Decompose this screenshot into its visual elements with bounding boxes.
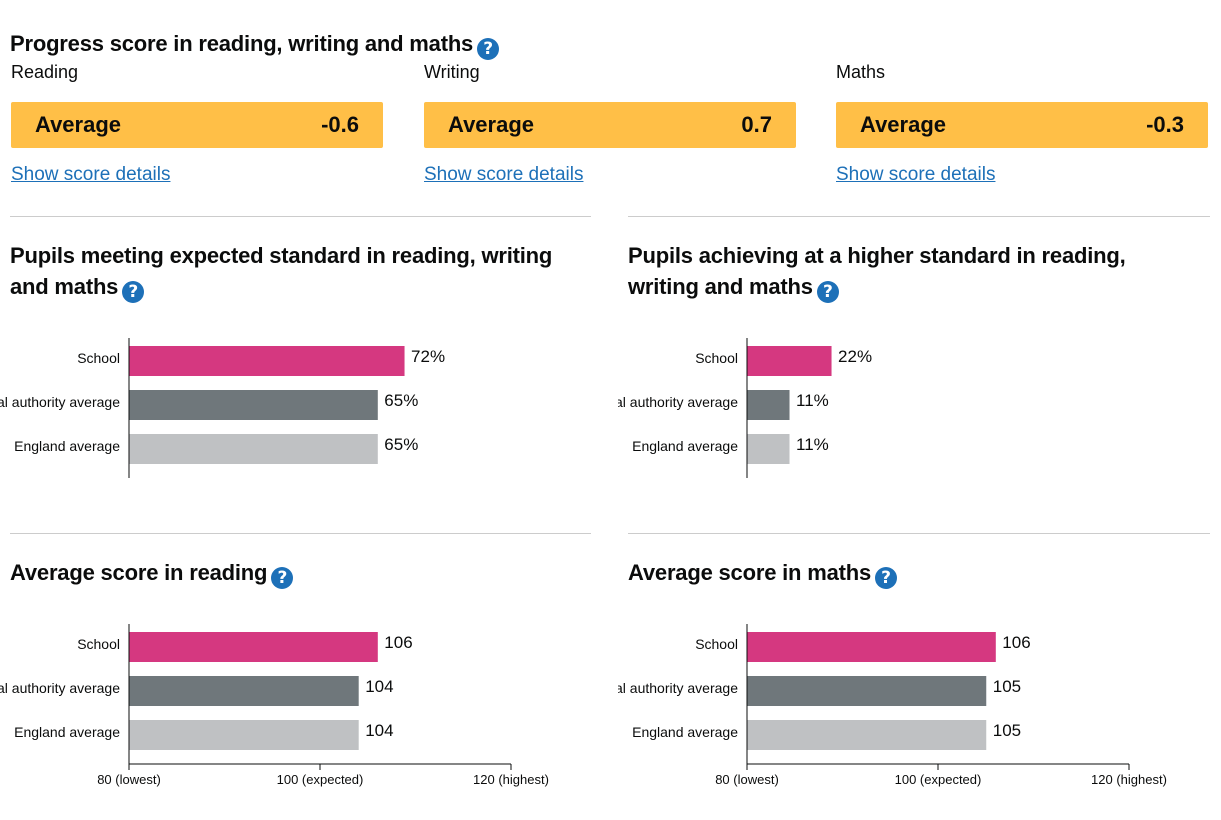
category-label: School: [695, 636, 738, 652]
score-box: Average -0.6: [11, 102, 383, 148]
progress-title-text: Progress score in reading, writing and m…: [10, 31, 474, 56]
bar-value-label: 11%: [796, 391, 829, 410]
help-icon[interactable]: ?: [875, 567, 898, 589]
bar-school: [747, 346, 832, 376]
help-icon[interactable]: ?: [122, 281, 145, 303]
category-label: School: [77, 636, 120, 652]
bar-england: [129, 720, 359, 750]
category-label: Local authority average: [618, 394, 738, 410]
score-value: -0.6: [321, 112, 359, 137]
category-label: Local authority average: [618, 680, 738, 696]
progress-maths: Maths Average -0.3 Show score details: [836, 62, 1208, 186]
subject-label: Reading: [11, 62, 79, 82]
show-score-details-link[interactable]: Show score details: [424, 164, 584, 185]
bar-local-authority: [747, 676, 987, 706]
category-label: School: [77, 350, 120, 366]
help-icon[interactable]: ?: [816, 281, 839, 303]
category-label: School: [695, 350, 738, 366]
bar-value-label: 22%: [838, 347, 872, 366]
x-tick-label: 120 (highest): [1091, 772, 1167, 787]
bar-chart-reading: 106 School 104 Local authority average 104 En…: [0, 624, 549, 787]
bar-local-authority: [747, 390, 790, 420]
bar-chart-maths: 106 School 105 Local authority average 105 En…: [618, 624, 1167, 787]
bar-school: [129, 632, 378, 662]
score-box: Average -0.3: [836, 102, 1208, 148]
chart-title-text: Pupils achieving at a higher standard in…: [628, 243, 1126, 299]
progress-writing: Writing Average 0.7 Show score details: [424, 62, 796, 186]
score-band: Average: [35, 112, 122, 137]
category-label: Local authority average: [0, 680, 120, 696]
bar-value-label: 104: [365, 677, 393, 696]
bar-chart-higher: 22% School 11% Local authority average 11% En…: [618, 338, 872, 478]
category-label: England average: [632, 438, 738, 454]
show-score-details-link[interactable]: Show score details: [11, 164, 171, 185]
bar-value-label: 65%: [384, 391, 418, 410]
bar-england: [747, 434, 790, 464]
progress-title: Progress score in reading, writing and m…: [10, 28, 500, 60]
subject-label: Writing: [424, 62, 480, 82]
score-band: Average: [860, 112, 947, 137]
category-label: Local authority average: [0, 394, 120, 410]
score-box: Average 0.7: [424, 102, 796, 148]
chart-title-maths: Average score in maths?: [628, 557, 898, 589]
bar-value-label: 105: [993, 721, 1021, 740]
bar-local-authority: [129, 390, 378, 420]
bar-value-label: 65%: [384, 435, 418, 454]
bar-school: [129, 346, 405, 376]
section-divider: [10, 533, 591, 534]
section-divider: [10, 216, 591, 217]
score-value: 0.7: [741, 112, 772, 137]
bar-value-label: 104: [365, 721, 393, 740]
x-tick-label: 100 (expected): [277, 772, 364, 787]
chart-title-higher: Pupils achieving at a higher standard in…: [628, 240, 1168, 303]
chart-title-text: Average score in reading: [10, 560, 268, 585]
category-label: England average: [14, 438, 120, 454]
subject-label: Maths: [836, 62, 886, 82]
bar-england: [129, 434, 378, 464]
progress-reading: Reading Average -0.6 Show score details: [11, 62, 383, 186]
section-divider: [628, 216, 1210, 217]
chart-title-text: Average score in maths: [628, 560, 872, 585]
bar-value-label: 106: [1002, 633, 1030, 652]
bar-local-authority: [129, 676, 359, 706]
bar-value-label: 106: [384, 633, 412, 652]
score-band: Average: [448, 112, 535, 137]
show-score-details-link[interactable]: Show score details: [836, 164, 996, 185]
category-label: England average: [14, 724, 120, 740]
bar-value-label: 72%: [411, 347, 445, 366]
section-divider: [628, 533, 1210, 534]
help-icon[interactable]: ?: [477, 38, 500, 60]
score-value: -0.3: [1146, 112, 1184, 137]
chart-title-reading: Average score in reading?: [10, 557, 294, 589]
chart-title-text: Pupils meeting expected standard in read…: [10, 243, 553, 299]
x-tick-label: 80 (lowest): [715, 772, 779, 787]
bar-england: [747, 720, 987, 750]
x-tick-label: 120 (highest): [473, 772, 549, 787]
category-label: England average: [632, 724, 738, 740]
chart-title-expected: Pupils meeting expected standard in read…: [10, 240, 585, 303]
bar-value-label: 11%: [796, 435, 829, 454]
x-tick-label: 100 (expected): [895, 772, 982, 787]
bar-chart-expected: 72% School 65% Local authority average 65% En…: [0, 338, 445, 478]
help-icon[interactable]: ?: [271, 567, 294, 589]
bar-value-label: 105: [993, 677, 1021, 696]
bar-school: [747, 632, 996, 662]
x-tick-label: 80 (lowest): [97, 772, 161, 787]
